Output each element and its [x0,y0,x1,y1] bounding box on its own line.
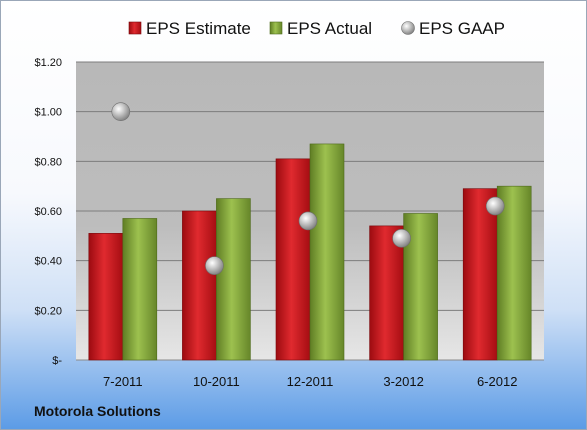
x-tick-label: 6-2012 [477,374,517,389]
y-tick-label: $- [52,355,62,367]
y-tick-label: $1.00 [34,107,62,119]
x-axis-tick-labels: 7-2011 10-2011 12-2011 3-2012 6-2012 [103,374,517,389]
x-tick-label: 3-2012 [383,374,423,389]
footer-label: Motorola Solutions [34,403,161,419]
eps-gaap-marker [111,102,131,121]
y-tick-label: $0.80 [34,156,62,168]
legend-label-eps-gaap: EPS GAAP [419,19,505,38]
x-tick-label: 10-2011 [193,374,240,389]
y-tick-label: $0.40 [34,256,62,268]
y-tick-label: $0.60 [34,206,62,218]
legend-label-eps-actual: EPS Actual [287,19,372,38]
eps-estimate-bar [88,233,124,361]
eps-actual-bar [309,143,345,361]
eps-estimate-bar [462,188,498,361]
legend-swatch-eps-actual [269,21,283,35]
x-tick-label: 12-2011 [287,374,334,389]
eps-actual-bar [122,218,158,361]
eps-actual-bar [496,185,532,361]
legend-swatch-eps-gaap [401,21,415,35]
bars [88,143,532,361]
eps-gaap-marker [205,256,224,275]
x-tick-label: 7-2011 [103,374,143,389]
eps-estimate-bar [369,225,404,361]
eps-gaap-marker [298,211,318,231]
eps-gaap-marker [392,229,411,248]
eps-gaap-marker [485,196,505,216]
eps-estimate-bar [182,210,217,361]
eps-estimate-bar [275,158,311,361]
legend: EPS Estimate EPS Actual EPS GAAP [128,19,505,38]
y-axis-tick-labels: $- $0.20 $0.40 $0.60 $0.80 $1.00 $1.20 [34,57,62,367]
y-tick-label: $0.20 [34,305,62,317]
legend-swatch-eps-estimate [128,21,142,35]
eps-actual-bar [216,198,251,361]
legend-label-eps-estimate: EPS Estimate [146,19,251,38]
y-tick-label: $1.20 [34,57,62,69]
gaap-markers [111,102,505,275]
